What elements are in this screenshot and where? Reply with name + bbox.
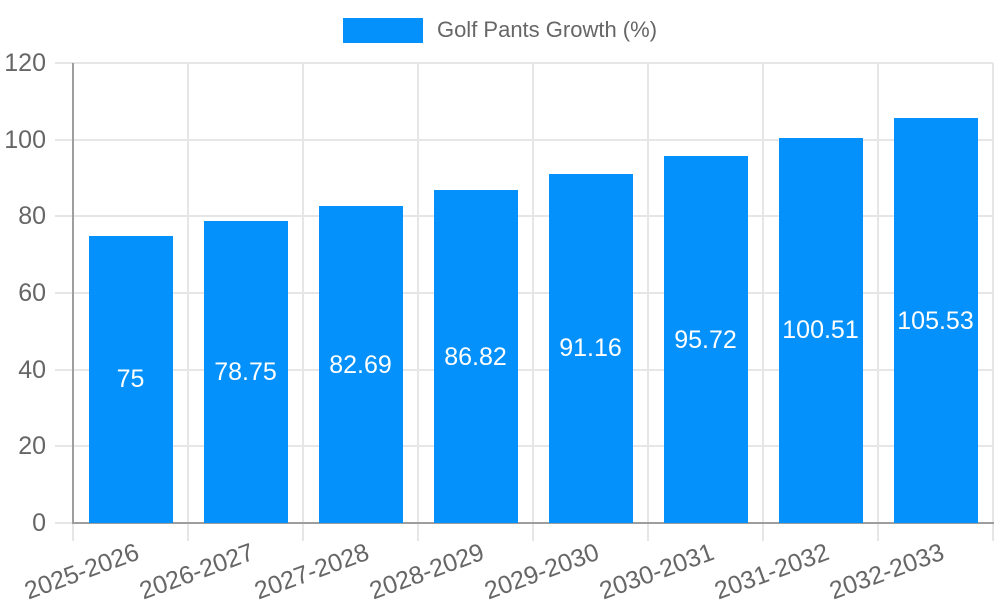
y-axis-tick-label: 40 (18, 355, 46, 384)
y-axis-tick-label: 20 (18, 432, 46, 461)
y-axis-tick-label: 0 (32, 509, 46, 537)
bar[interactable] (203, 221, 288, 523)
gridline (302, 63, 304, 523)
y-tick-mark (55, 522, 73, 524)
x-tick-mark (532, 523, 534, 541)
x-axis-tick-label: 2030-2031 (595, 538, 718, 600)
gridline (647, 63, 649, 523)
y-tick-mark (55, 138, 73, 141)
x-tick-mark (647, 523, 649, 541)
y-tick-mark (55, 368, 73, 371)
bar[interactable] (548, 173, 633, 523)
x-tick-mark (417, 523, 419, 541)
y-axis-line (72, 63, 74, 524)
x-axis-tick-label: 2028-2029 (365, 538, 488, 600)
x-axis-line (72, 522, 994, 524)
x-axis-tick-label: 2025-2026 (20, 538, 143, 600)
legend-label: Golf Pants Growth (%) (436, 17, 658, 42)
x-axis-tick-label: 2032-2033 (825, 538, 948, 600)
y-tick-mark (55, 445, 73, 448)
gridline (877, 63, 879, 523)
legend-swatch (342, 17, 423, 43)
y-axis-tick-label: 100 (4, 125, 46, 154)
x-tick-mark (302, 523, 304, 541)
gridline (532, 63, 534, 523)
x-tick-mark (187, 523, 189, 541)
bar[interactable] (893, 118, 978, 523)
y-axis-tick-label: 80 (18, 202, 46, 231)
x-tick-mark (72, 523, 74, 541)
x-tick-mark (762, 523, 764, 541)
y-tick-mark (55, 62, 73, 64)
bar[interactable] (433, 190, 518, 523)
gridline (992, 63, 994, 523)
bar[interactable] (663, 156, 748, 523)
x-tick-mark (992, 523, 994, 541)
bar[interactable] (318, 206, 403, 523)
gridline (187, 63, 189, 523)
y-axis-tick-label: 120 (4, 49, 46, 77)
bar[interactable] (88, 235, 173, 523)
x-tick-mark (877, 523, 879, 541)
x-axis-tick-label: 2031-2032 (710, 538, 833, 600)
x-axis-tick-label: 2026-2027 (135, 538, 258, 600)
legend-item[interactable]: Golf Pants Growth (%) (0, 15, 1000, 45)
bar[interactable] (778, 137, 863, 523)
gridline (417, 63, 419, 523)
gridline (762, 63, 764, 523)
x-axis-tick-label: 2029-2030 (480, 538, 603, 600)
y-axis-tick-label: 60 (18, 279, 46, 307)
y-tick-mark (55, 215, 73, 218)
y-tick-mark (55, 292, 73, 294)
x-axis-tick-label: 2027-2028 (250, 538, 373, 600)
